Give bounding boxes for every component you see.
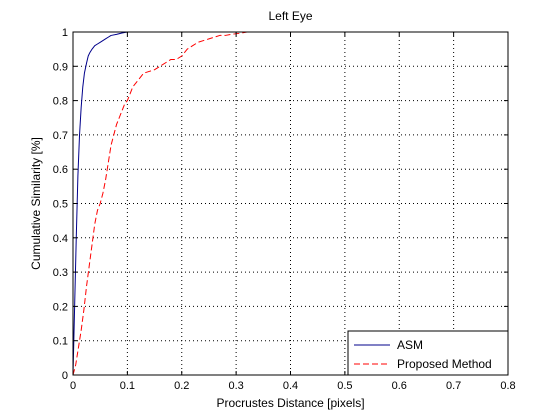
y-tick-label: 0.3 [53, 267, 68, 279]
y-tick-label: 0.5 [53, 199, 68, 211]
y-tick-label: 1 [62, 27, 68, 39]
plot-area [73, 32, 508, 375]
x-tick-label: 0.6 [392, 380, 407, 392]
y-tick-label: 0.1 [53, 336, 68, 348]
x-tick-label: 0 [70, 380, 76, 392]
legend-label-0: ASM [397, 338, 423, 352]
legend-box [347, 330, 509, 376]
legend: ASM Proposed Method [347, 330, 509, 376]
x-tick-label: 0.4 [283, 380, 298, 392]
legend-label-1: Proposed Method [397, 357, 492, 371]
y-tick-label: 0.7 [53, 130, 68, 142]
y-tick-label: 0.4 [53, 233, 68, 245]
x-axis-label: Procrustes Distance [pixels] [216, 396, 364, 410]
y-tick-label: 0 [62, 370, 68, 382]
y-axis-label: Cumulative Similarity [%] [29, 137, 43, 270]
x-tick-label: 0.2 [174, 380, 189, 392]
grid-lines [73, 32, 508, 375]
y-tick-label: 0.8 [53, 96, 68, 108]
series-layer [72, 31, 253, 376]
x-tick-label: 0.8 [500, 380, 515, 392]
y-tick-label: 0.2 [53, 301, 68, 313]
axis-ticks: 0 0.1 0.2 0.3 0.4 0.5 0.6 0.7 0.8 0 0.1 0.2 0.3 0.4 0.… [53, 27, 516, 392]
x-tick-label: 0.5 [337, 380, 352, 392]
series-line-0 [72, 31, 128, 376]
x-tick-label: 0.3 [228, 380, 243, 392]
y-tick-label: 0.9 [53, 61, 68, 73]
y-tick-label: 0.6 [53, 164, 68, 176]
x-tick-label: 0.1 [120, 380, 135, 392]
x-tick-label: 0.7 [446, 380, 461, 392]
series-line-1 [72, 31, 253, 376]
chart-title: Left Eye [268, 9, 312, 23]
